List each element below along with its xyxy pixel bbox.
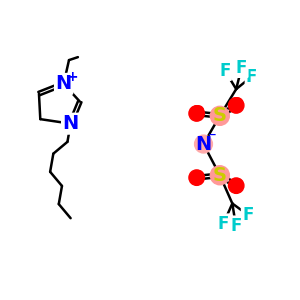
Circle shape (189, 106, 204, 121)
Text: ⁻: ⁻ (208, 129, 217, 147)
Text: S: S (213, 166, 227, 185)
Text: +: + (66, 70, 78, 84)
Text: N: N (62, 114, 79, 133)
Text: O: O (189, 104, 204, 122)
Circle shape (189, 170, 204, 185)
Text: F: F (242, 206, 254, 224)
Text: F: F (219, 61, 231, 80)
Text: N: N (56, 74, 72, 93)
Text: S: S (213, 106, 227, 125)
Text: F: F (236, 59, 247, 77)
Text: O: O (229, 96, 244, 114)
Circle shape (195, 135, 212, 153)
Circle shape (229, 178, 244, 194)
Text: O: O (229, 177, 244, 195)
Text: O: O (189, 169, 204, 187)
Circle shape (210, 166, 230, 185)
Text: F: F (246, 68, 257, 85)
Circle shape (229, 98, 244, 113)
Text: F: F (230, 217, 242, 235)
Text: F: F (218, 215, 229, 233)
Text: N: N (195, 135, 212, 154)
Circle shape (210, 106, 230, 125)
